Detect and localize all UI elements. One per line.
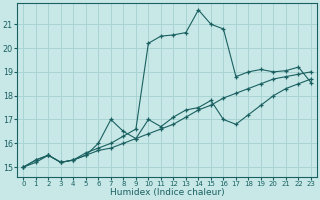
X-axis label: Humidex (Indice chaleur): Humidex (Indice chaleur) (110, 188, 224, 197)
